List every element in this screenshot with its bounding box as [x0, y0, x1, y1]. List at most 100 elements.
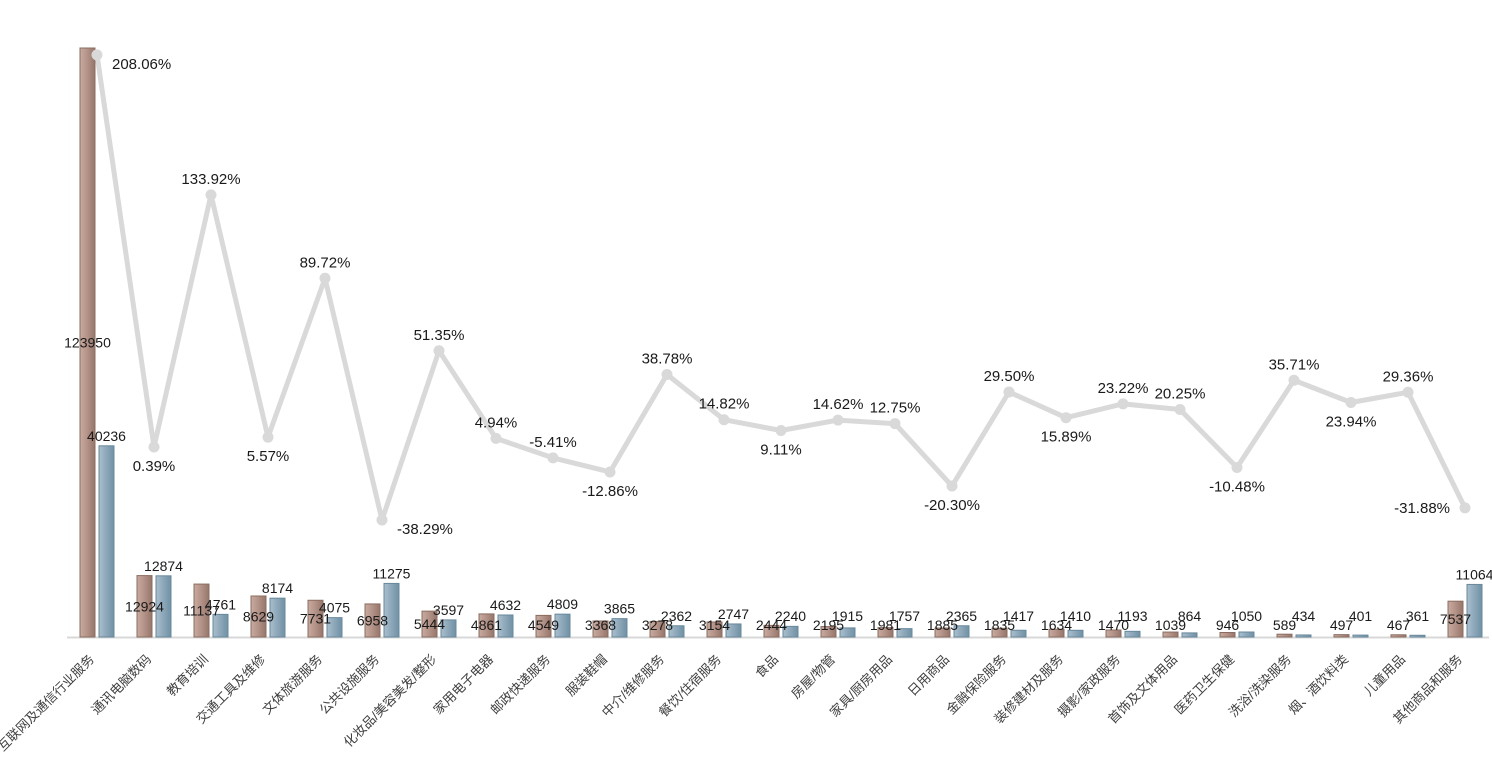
bar-series2 — [1409, 634, 1426, 638]
percent-data-label: -38.29% — [397, 521, 453, 538]
percent-line-marker — [604, 466, 616, 478]
bar-value-label-series2: 2362 — [661, 608, 692, 624]
bar-series1 — [706, 621, 723, 638]
percent-data-label: 14.82% — [699, 396, 750, 413]
bar-value-label-series1: 946 — [1216, 617, 1240, 633]
percent-line-marker — [1459, 502, 1471, 514]
bar-series1 — [820, 626, 837, 638]
bar-value-label-series2: 40236 — [87, 428, 126, 444]
bar-value-label-series1: 1039 — [1155, 617, 1186, 633]
bar-series2 — [1295, 634, 1312, 638]
bar-value-label-series1: 3368 — [585, 617, 616, 633]
percent-line-marker — [832, 414, 844, 426]
bar-series2 — [497, 614, 514, 638]
bar-value-label-series1: 1634 — [1041, 617, 1072, 633]
percent-line-marker — [1117, 398, 1129, 410]
bar-value-label-series1: 3154 — [699, 617, 730, 633]
bar-series2 — [1181, 632, 1198, 638]
bar-series2 — [1466, 583, 1483, 638]
category-label: 家用电子电器 — [430, 652, 496, 718]
category-label: 服装鞋帽 — [563, 652, 610, 699]
bar-value-label-series1: 1885 — [927, 617, 958, 633]
percent-line-marker — [718, 414, 730, 426]
percent-line-marker — [205, 189, 217, 201]
percent-line-marker — [376, 514, 388, 526]
category-label: 教育培训 — [164, 652, 211, 699]
bar-series2 — [953, 625, 970, 638]
percent-data-label: 14.62% — [813, 396, 864, 413]
percent-line-marker — [91, 49, 103, 61]
bar-value-label-series1: 123950 — [64, 335, 111, 351]
bar-value-label-series2: 4632 — [490, 597, 521, 613]
percent-data-label: -20.30% — [924, 497, 980, 514]
percent-data-label: 9.11% — [760, 442, 801, 459]
bar-series1 — [1105, 629, 1122, 638]
bar-value-label-series2: 4809 — [547, 596, 578, 612]
percent-line-marker — [1174, 403, 1186, 415]
bar-series1 — [1219, 632, 1236, 638]
bar-series1 — [1447, 600, 1464, 638]
bar-series2 — [1124, 630, 1141, 638]
percent-data-label: 15.89% — [1041, 429, 1092, 446]
bar-value-label-series2: 2747 — [718, 606, 749, 622]
percent-line-marker — [661, 368, 673, 380]
bar-series2 — [839, 627, 856, 638]
bar-value-label-series2: 1410 — [1060, 608, 1091, 624]
bar-value-label-series2: 401 — [1349, 608, 1373, 624]
percent-data-label: 4.94% — [475, 414, 518, 431]
bar-value-label-series2: 1915 — [832, 608, 863, 624]
bar-value-label-series2: 434 — [1292, 608, 1316, 624]
bar-value-label-series1: 6958 — [357, 612, 388, 628]
bar-series2 — [212, 613, 229, 638]
percent-data-label: 12.75% — [870, 400, 921, 417]
bar-value-label-series2: 361 — [1406, 608, 1430, 624]
bar-value-label-series1: 8629 — [243, 608, 274, 624]
bar-series2 — [98, 445, 115, 638]
bar-value-label-series2: 864 — [1178, 608, 1202, 624]
category-label: 文体旅游服务 — [259, 652, 325, 718]
bar-value-label-series2: 3597 — [433, 602, 464, 618]
bar-series1 — [478, 613, 495, 638]
percent-line-marker — [490, 432, 502, 444]
bar-series1 — [877, 627, 894, 638]
percent-line-marker — [1402, 386, 1414, 398]
percent-data-label: 20.25% — [1155, 385, 1206, 402]
percent-line-marker — [946, 480, 958, 492]
bar-series1 — [1048, 628, 1065, 638]
bar-series2 — [1067, 629, 1084, 638]
bar-series1 — [991, 627, 1008, 638]
percent-line-marker — [1345, 397, 1357, 409]
bar-value-label-series2: 4761 — [205, 596, 236, 612]
percent-line-marker — [547, 452, 559, 464]
bar-series1 — [364, 603, 381, 638]
percent-data-label: 23.22% — [1098, 380, 1149, 397]
bar-series2 — [668, 625, 685, 638]
percent-data-label: 208.06% — [112, 56, 171, 73]
bar-value-label-series1: 1981 — [870, 617, 901, 633]
bar-series2 — [1352, 634, 1369, 638]
bar-series2 — [554, 613, 571, 638]
bar-value-label-series1: 589 — [1273, 617, 1297, 633]
percent-data-label: 29.50% — [984, 368, 1035, 385]
percent-data-label: 38.78% — [642, 350, 693, 367]
percent-line-marker — [1060, 412, 1072, 424]
bar-value-label-series1: 4549 — [528, 617, 559, 633]
bar-series1 — [421, 610, 438, 638]
bar-series2 — [269, 597, 286, 638]
percent-data-label: -5.41% — [529, 434, 577, 451]
bar-value-label-series1: 7537 — [1440, 611, 1471, 627]
bar-value-label-series2: 2240 — [775, 608, 806, 624]
bar-value-label-series1: 2195 — [813, 617, 844, 633]
bar-value-label-series2: 2365 — [946, 608, 977, 624]
bar-series1 — [250, 595, 267, 638]
bar-value-label-series2: 11275 — [373, 565, 411, 581]
category-label: 日用商品 — [905, 652, 952, 699]
percent-data-label: 133.92% — [181, 171, 240, 188]
category-label: 互联网及通信行业服务 — [0, 652, 97, 755]
bar-series1 — [1390, 634, 1407, 638]
bar-value-label-series1: 11137 — [183, 603, 220, 619]
